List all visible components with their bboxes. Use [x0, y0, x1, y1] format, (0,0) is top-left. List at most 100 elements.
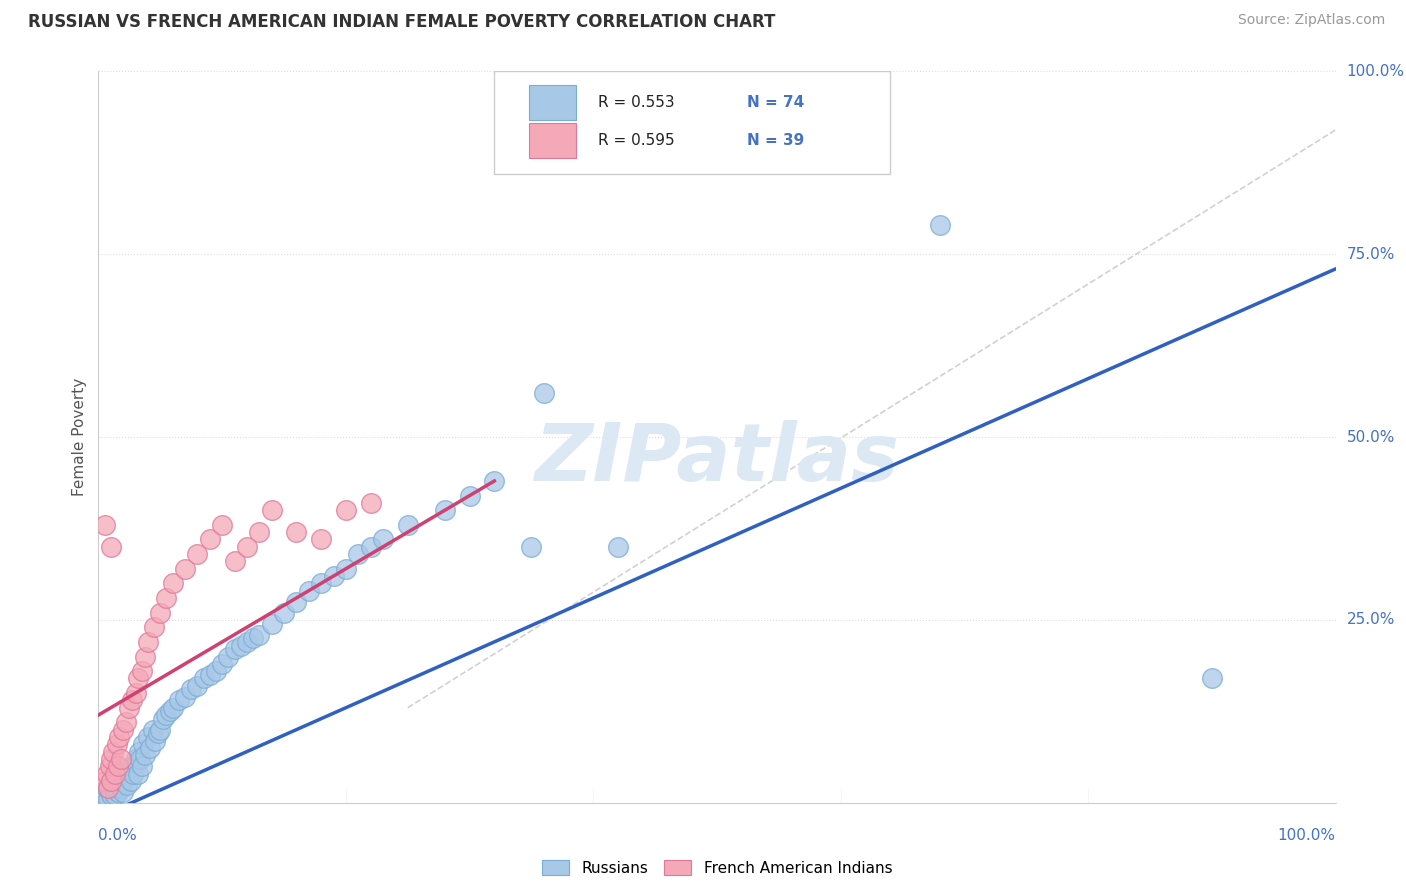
- Point: [110, 781, 132, 796]
- Point: [152, 712, 174, 726]
- Text: N = 74: N = 74: [747, 95, 804, 110]
- Point: [118, 700, 141, 714]
- Point: [309, 576, 332, 591]
- Point: [127, 672, 149, 686]
- Point: [186, 547, 208, 561]
- Point: [122, 766, 145, 780]
- Text: R = 0.595: R = 0.595: [599, 133, 675, 147]
- Point: [100, 789, 122, 803]
- Point: [105, 781, 128, 796]
- Point: [211, 517, 233, 532]
- Point: [97, 792, 120, 806]
- Point: [273, 606, 295, 620]
- Text: R = 0.553: R = 0.553: [599, 95, 675, 110]
- Point: [107, 785, 129, 799]
- Point: [371, 533, 394, 547]
- Point: [142, 723, 165, 737]
- Point: [114, 715, 136, 730]
- Point: [129, 752, 152, 766]
- Point: [121, 693, 143, 707]
- Point: [242, 632, 264, 646]
- Point: [309, 533, 332, 547]
- Point: [143, 733, 166, 747]
- Point: [124, 686, 146, 700]
- Point: [132, 737, 155, 751]
- Text: 25.0%: 25.0%: [1347, 613, 1395, 627]
- Point: [143, 620, 166, 634]
- Point: [100, 773, 122, 788]
- Text: 75.0%: 75.0%: [1347, 247, 1395, 261]
- Point: [198, 533, 221, 547]
- Point: [607, 540, 630, 554]
- FancyBboxPatch shape: [495, 71, 890, 174]
- Point: [125, 756, 148, 770]
- Point: [100, 773, 122, 788]
- Point: [112, 785, 135, 799]
- Point: [134, 748, 156, 763]
- Point: [458, 489, 481, 503]
- Text: ZIPatlas: ZIPatlas: [534, 420, 900, 498]
- Point: [96, 766, 118, 780]
- Point: [928, 218, 950, 232]
- Point: [229, 639, 252, 653]
- Point: [174, 562, 197, 576]
- Text: RUSSIAN VS FRENCH AMERICAN INDIAN FEMALE POVERTY CORRELATION CHART: RUSSIAN VS FRENCH AMERICAN INDIAN FEMALE…: [28, 13, 776, 31]
- Point: [149, 606, 172, 620]
- Point: [360, 540, 382, 554]
- Point: [93, 773, 115, 788]
- Point: [162, 700, 184, 714]
- Point: [247, 525, 270, 540]
- Point: [198, 667, 221, 681]
- Point: [217, 649, 239, 664]
- Point: [1201, 672, 1223, 686]
- Point: [396, 517, 419, 532]
- Point: [112, 770, 135, 784]
- Point: [98, 785, 121, 799]
- Point: [224, 642, 246, 657]
- Point: [236, 540, 259, 554]
- Point: [118, 763, 141, 777]
- Point: [100, 752, 122, 766]
- Text: 50.0%: 50.0%: [1347, 430, 1395, 444]
- Legend: Russians, French American Indians: Russians, French American Indians: [541, 860, 893, 876]
- Point: [121, 759, 143, 773]
- Point: [433, 503, 456, 517]
- Point: [159, 705, 181, 719]
- Point: [224, 554, 246, 568]
- Point: [155, 591, 177, 605]
- Point: [131, 759, 153, 773]
- Point: [100, 540, 122, 554]
- Text: 100.0%: 100.0%: [1347, 64, 1405, 78]
- Point: [174, 690, 197, 704]
- Point: [115, 777, 138, 792]
- Point: [322, 569, 344, 583]
- Point: [180, 682, 202, 697]
- Point: [205, 664, 228, 678]
- Point: [360, 496, 382, 510]
- Point: [134, 649, 156, 664]
- Point: [533, 386, 555, 401]
- Point: [149, 723, 172, 737]
- Point: [247, 627, 270, 641]
- Point: [136, 730, 159, 744]
- Point: [335, 562, 357, 576]
- Point: [103, 789, 125, 803]
- Point: [124, 752, 146, 766]
- Point: [211, 657, 233, 671]
- Point: [285, 594, 308, 608]
- Point: [139, 740, 162, 755]
- Point: [98, 759, 121, 773]
- Point: [96, 781, 118, 796]
- Point: [103, 745, 125, 759]
- Point: [108, 773, 131, 788]
- Point: [112, 723, 135, 737]
- Point: [520, 540, 543, 554]
- Point: [93, 789, 115, 803]
- FancyBboxPatch shape: [529, 85, 576, 120]
- Point: [335, 503, 357, 517]
- Point: [105, 737, 128, 751]
- Point: [103, 777, 125, 792]
- Text: 100.0%: 100.0%: [1278, 828, 1336, 843]
- Point: [114, 766, 136, 780]
- Point: [103, 766, 125, 780]
